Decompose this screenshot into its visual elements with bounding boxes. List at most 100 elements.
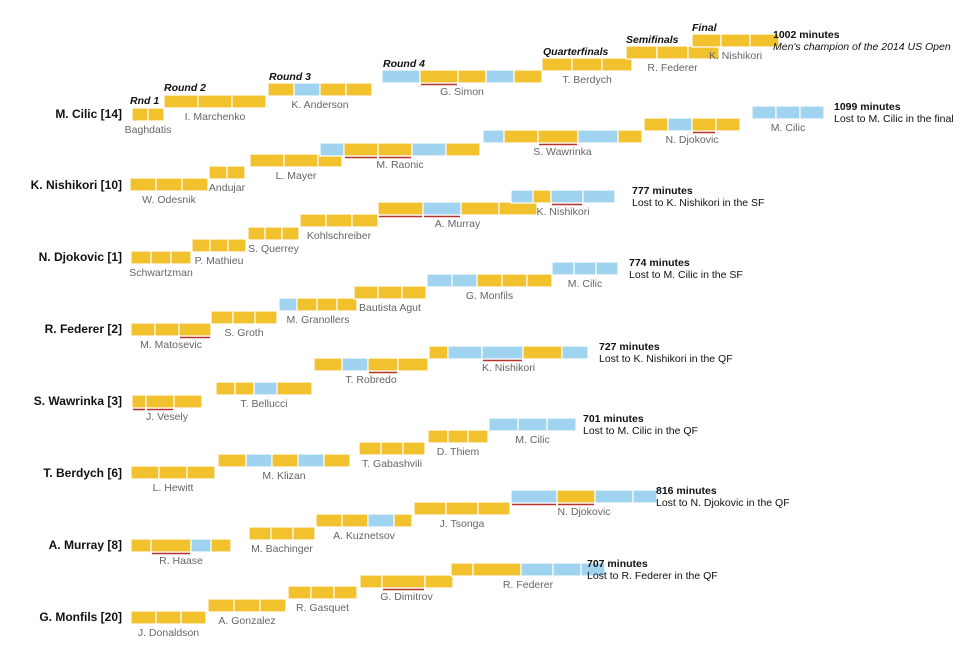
set-lost-bar bbox=[482, 129, 505, 144]
set-won-bar bbox=[210, 310, 234, 325]
player-path: T. Berdych [6] L. Hewitt M. Klizan T. Gabas… bbox=[43, 413, 698, 494]
opponent-label: A. Gonzalez bbox=[218, 615, 275, 627]
player-name: R. Federer [2] bbox=[45, 322, 122, 336]
opponent-label: R. Haase bbox=[159, 555, 203, 567]
stage-label: Rnd 1 bbox=[130, 95, 159, 107]
set-won-bar bbox=[259, 598, 287, 613]
stage-label: Final bbox=[692, 22, 718, 34]
match-block: D. Thiem bbox=[427, 429, 489, 458]
set-lost-bar bbox=[381, 69, 421, 84]
set-won-bar bbox=[316, 297, 338, 312]
match-block: Andujar bbox=[208, 165, 246, 194]
opponent-label: M. Cilic bbox=[771, 122, 805, 134]
set-lost-bar bbox=[594, 489, 634, 504]
opponent-label: D. Thiem bbox=[437, 446, 480, 458]
result-note: Lost to M. Cilic in the SF bbox=[629, 269, 743, 281]
set-lost-bar bbox=[577, 129, 619, 144]
set-won-bar bbox=[477, 501, 511, 516]
result-note: Men's champion of the 2014 US Open bbox=[773, 41, 951, 53]
set-lost-bar bbox=[510, 489, 558, 504]
opponent-label: M. Klizan bbox=[262, 470, 305, 482]
set-lost-bar bbox=[426, 273, 453, 288]
set-won-bar bbox=[336, 297, 358, 312]
result-note: Lost to N. Djokovic in the QF bbox=[656, 497, 790, 509]
set-won-bar bbox=[377, 142, 413, 157]
match-block: R. Federer bbox=[450, 562, 606, 591]
set-won-bar bbox=[299, 213, 327, 228]
opponent-label: M. Bachinger bbox=[251, 543, 313, 555]
set-won-bar bbox=[283, 153, 319, 168]
set-won-bar bbox=[155, 610, 182, 625]
opponent-label: A. Murray bbox=[435, 218, 481, 230]
opponent-label: M. Granollers bbox=[286, 314, 349, 326]
set-won-bar bbox=[180, 610, 207, 625]
opponent-label: L. Hewitt bbox=[153, 482, 194, 494]
match-block: Schwartzman bbox=[129, 250, 193, 279]
set-won-bar bbox=[249, 153, 285, 168]
total-minutes-label: 1002 minutes bbox=[773, 29, 840, 41]
set-won-bar bbox=[254, 310, 278, 325]
opponent-label: W. Odesnik bbox=[142, 194, 196, 206]
opponent-label: T. Gabashvili bbox=[362, 458, 422, 470]
opponent-label: S. Groth bbox=[224, 327, 263, 339]
player-name: K. Nishikori [10] bbox=[31, 178, 122, 192]
total-minutes-label: 727 minutes bbox=[599, 341, 660, 353]
set-lost-bar bbox=[488, 417, 519, 432]
set-won-bar bbox=[445, 142, 481, 157]
set-lost-bar bbox=[297, 453, 325, 468]
opponent-label: R. Federer bbox=[647, 62, 698, 74]
set-lost-bar bbox=[582, 189, 616, 204]
set-lost-bar bbox=[573, 261, 597, 276]
opponent-label: N. Djokovic bbox=[665, 134, 718, 146]
set-won-bar bbox=[472, 562, 522, 577]
set-won-bar bbox=[503, 129, 539, 144]
set-won-bar bbox=[381, 574, 426, 589]
set-won-bar bbox=[131, 394, 147, 409]
opponent-label: P. Mathieu bbox=[195, 255, 244, 267]
opponent-label: Kohlschreiber bbox=[307, 230, 372, 242]
set-won-bar bbox=[377, 285, 403, 300]
total-minutes-label: 1099 minutes bbox=[834, 101, 901, 113]
opponent-label: M. Matosevic bbox=[140, 339, 202, 351]
match-block: T. Bellucci bbox=[215, 381, 313, 410]
match-block: M. Bachinger bbox=[248, 526, 316, 555]
player-path: M. Cilic [14]Baghdatis I. Marchenko K. And… bbox=[55, 29, 951, 136]
set-won-bar bbox=[643, 117, 669, 132]
set-won-bar bbox=[130, 538, 152, 553]
set-lost-bar bbox=[190, 538, 212, 553]
set-lost-bar bbox=[253, 381, 278, 396]
match-block: T. Gabashvili bbox=[358, 441, 426, 470]
set-lost-bar bbox=[546, 417, 577, 432]
total-minutes-label: 777 minutes bbox=[632, 185, 693, 197]
set-won-bar bbox=[227, 238, 247, 253]
set-won-bar bbox=[720, 33, 751, 48]
opponent-label: K. Nishikori bbox=[709, 50, 762, 62]
match-block: M. Klizan bbox=[217, 453, 351, 482]
match-block: T. Berdych bbox=[541, 57, 633, 86]
opponent-label: J. Vesely bbox=[146, 411, 189, 423]
set-won-bar bbox=[296, 297, 318, 312]
opponent-label: Baghdatis bbox=[125, 124, 172, 136]
match-block: Baghdatis bbox=[125, 107, 172, 136]
set-won-bar bbox=[158, 465, 188, 480]
opponent-label: A. Kuznetsov bbox=[333, 530, 396, 542]
set-lost-bar bbox=[451, 273, 478, 288]
set-won-bar bbox=[325, 213, 353, 228]
set-won-bar bbox=[715, 117, 741, 132]
match-block: A. Gonzalez bbox=[207, 598, 287, 627]
match-block: N. Djokovic bbox=[510, 489, 658, 518]
set-won-bar bbox=[247, 226, 266, 241]
match-block: P. Mathieu bbox=[191, 238, 247, 267]
opponent-label: Schwartzman bbox=[129, 267, 193, 279]
player-path: S. Wawrinka [3] J. Vesely T. Bellucci T. Ro… bbox=[34, 341, 733, 423]
set-lost-bar bbox=[580, 562, 606, 577]
set-won-bar bbox=[264, 226, 283, 241]
match-block: J. Donaldson bbox=[130, 610, 207, 639]
set-won-bar bbox=[281, 226, 300, 241]
set-lost-bar bbox=[775, 105, 801, 120]
set-won-bar bbox=[173, 394, 203, 409]
opponent-label: T. Berdych bbox=[562, 74, 612, 86]
set-won-bar bbox=[691, 117, 717, 132]
